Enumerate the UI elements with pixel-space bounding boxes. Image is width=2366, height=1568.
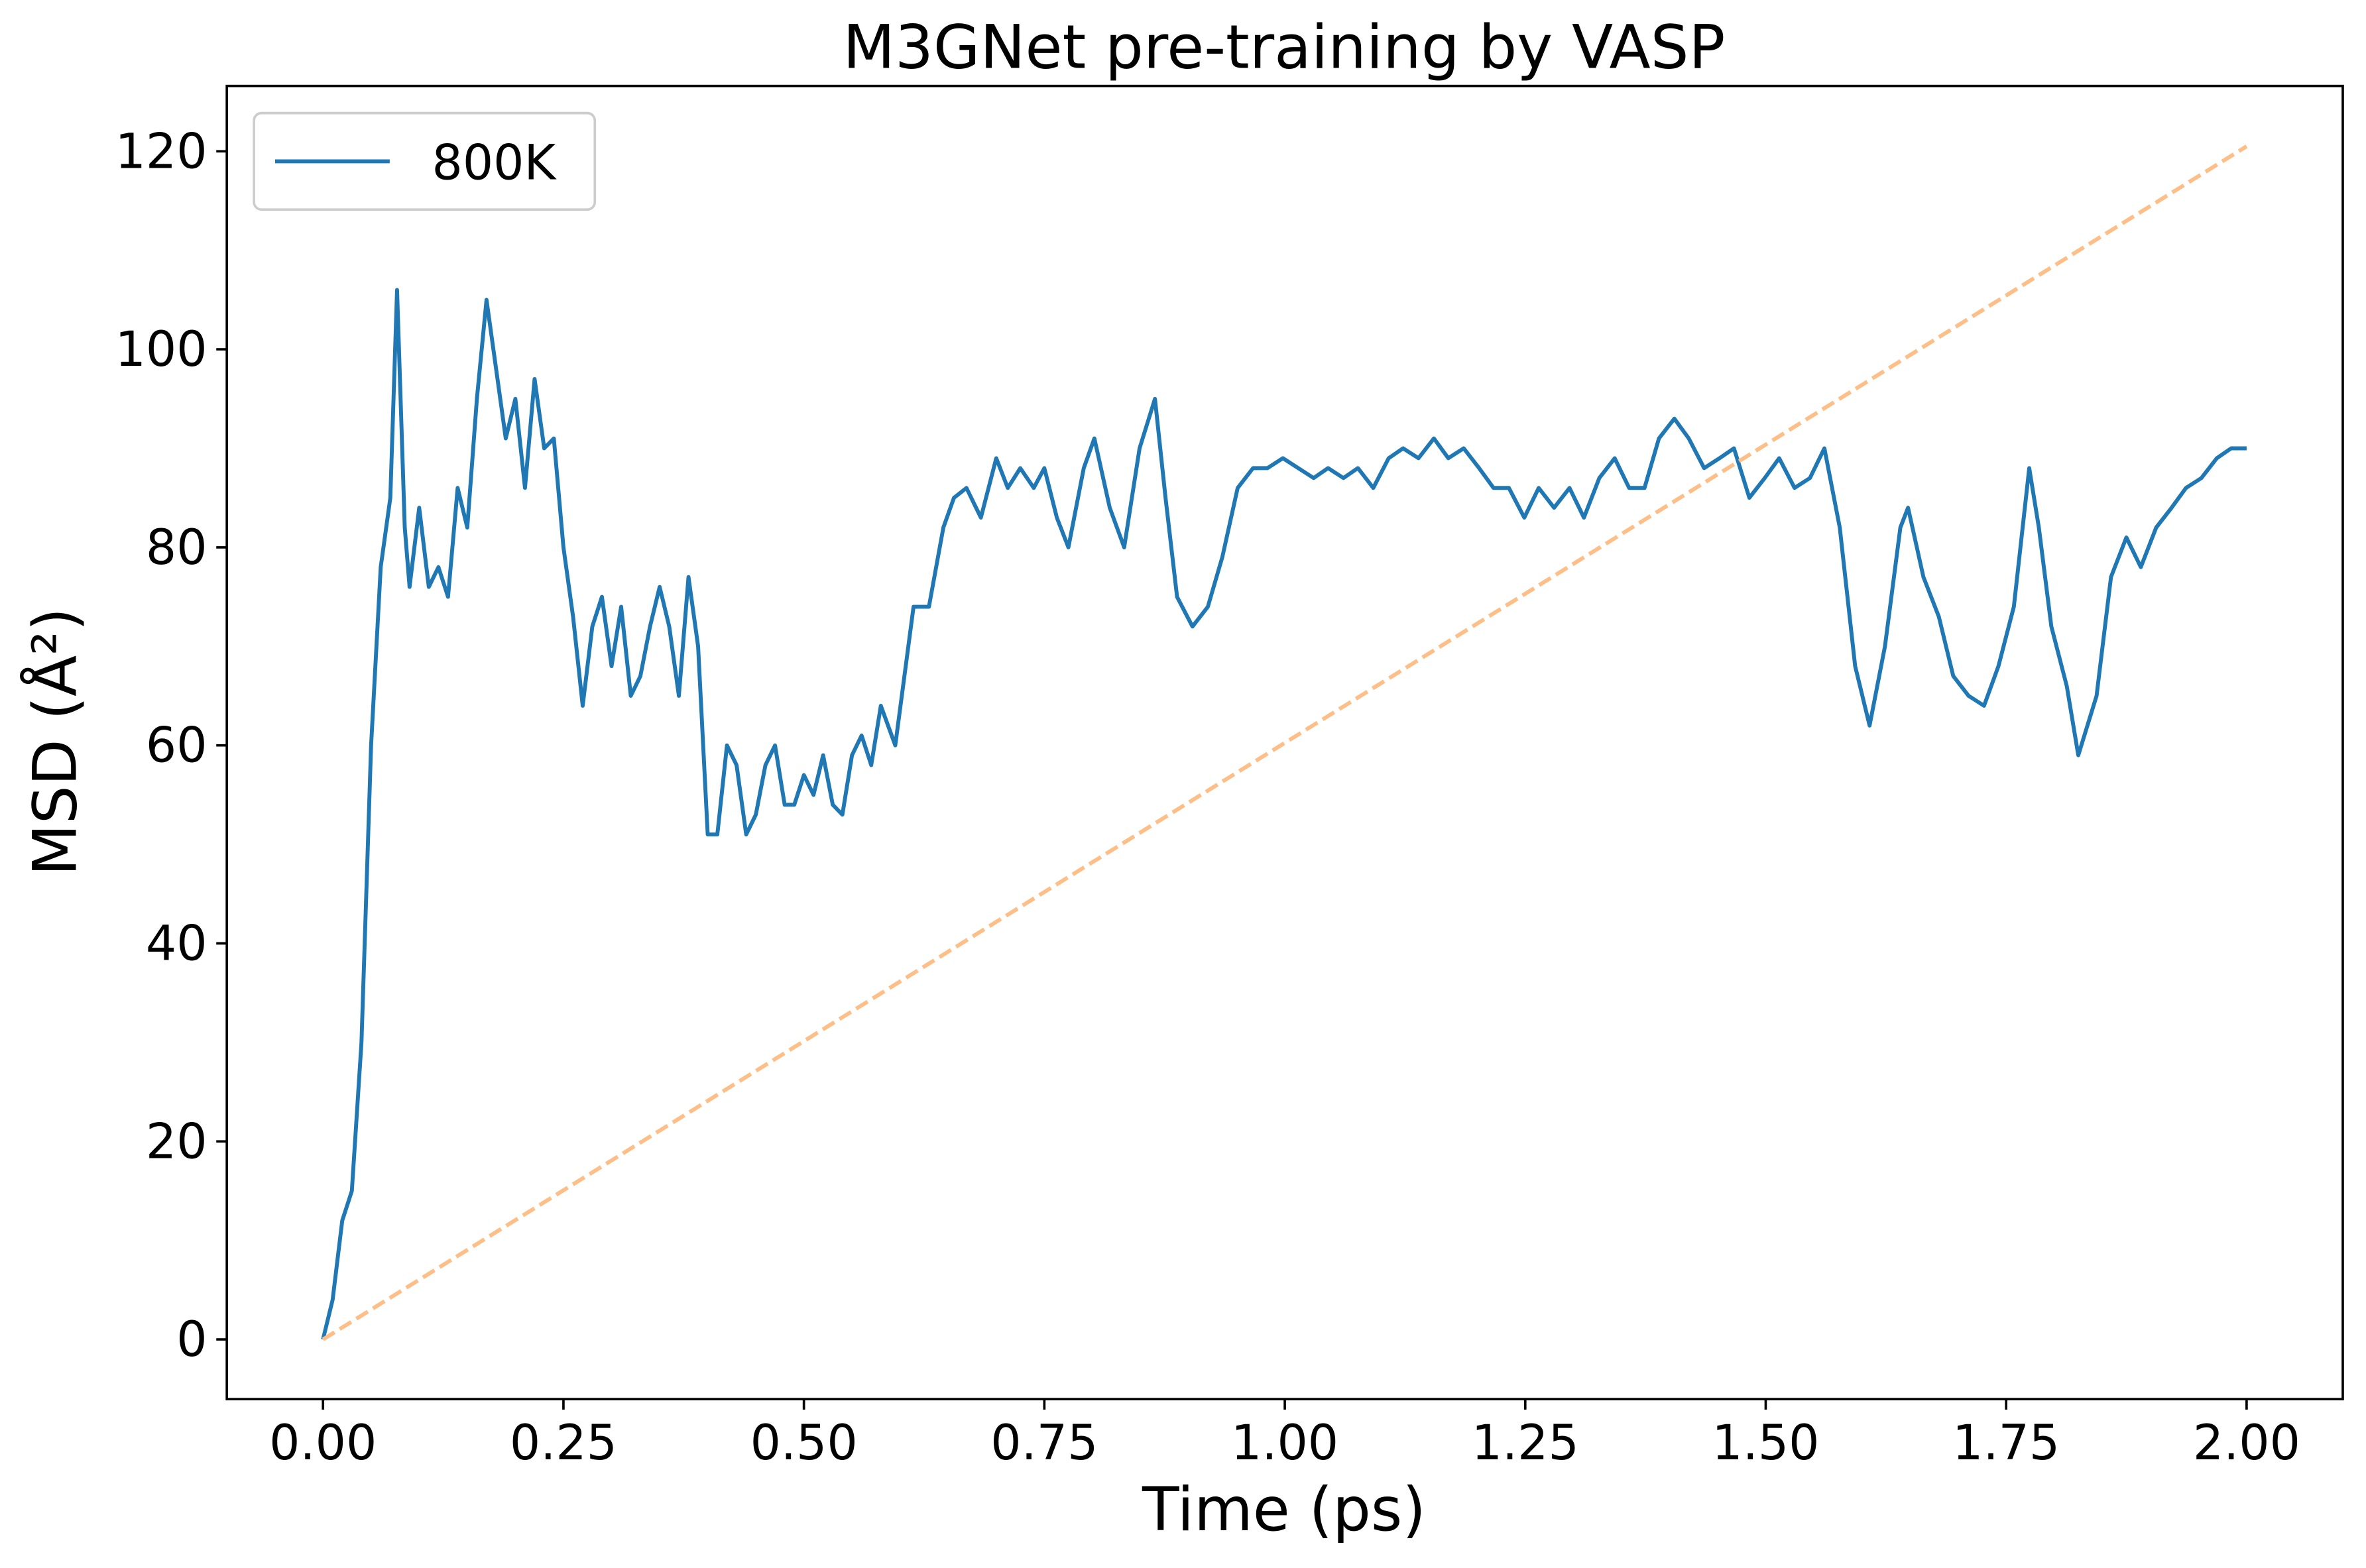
legend-box: [253, 111, 597, 211]
x-axis-label: Time (ps): [1142, 1475, 1426, 1545]
legend-label: 800K: [432, 135, 558, 192]
y-tick-label: 120: [115, 123, 207, 180]
plot-frame: [225, 84, 2344, 1401]
x-tick-label: 0.25: [510, 1415, 617, 1471]
y-axis-label: MSD (Å²): [20, 608, 91, 876]
x-tick-label: 1.50: [1712, 1415, 1819, 1471]
x-tick-label: 0.00: [269, 1415, 377, 1471]
reference-line: [322, 144, 2248, 1341]
y-tick-label: 0: [176, 1312, 207, 1368]
x-tick-label: 1.75: [1952, 1415, 2060, 1471]
y-tick-label: 20: [146, 1113, 207, 1170]
x-tick-label: 0.75: [990, 1415, 1098, 1471]
y-tick-label: 80: [146, 520, 207, 576]
data-line: [321, 288, 2247, 1340]
x-tick-label: 0.50: [750, 1415, 858, 1471]
x-tick-label: 1.25: [1472, 1415, 1579, 1471]
chart-title: M3GNet pre-training by VASP: [843, 13, 1725, 82]
x-tick-label: 1.00: [1231, 1415, 1338, 1471]
y-tick-label: 40: [146, 916, 207, 972]
y-tick-label: 100: [115, 321, 207, 378]
y-tick-label: 60: [146, 718, 207, 774]
x-tick-label: 2.00: [2193, 1415, 2300, 1471]
